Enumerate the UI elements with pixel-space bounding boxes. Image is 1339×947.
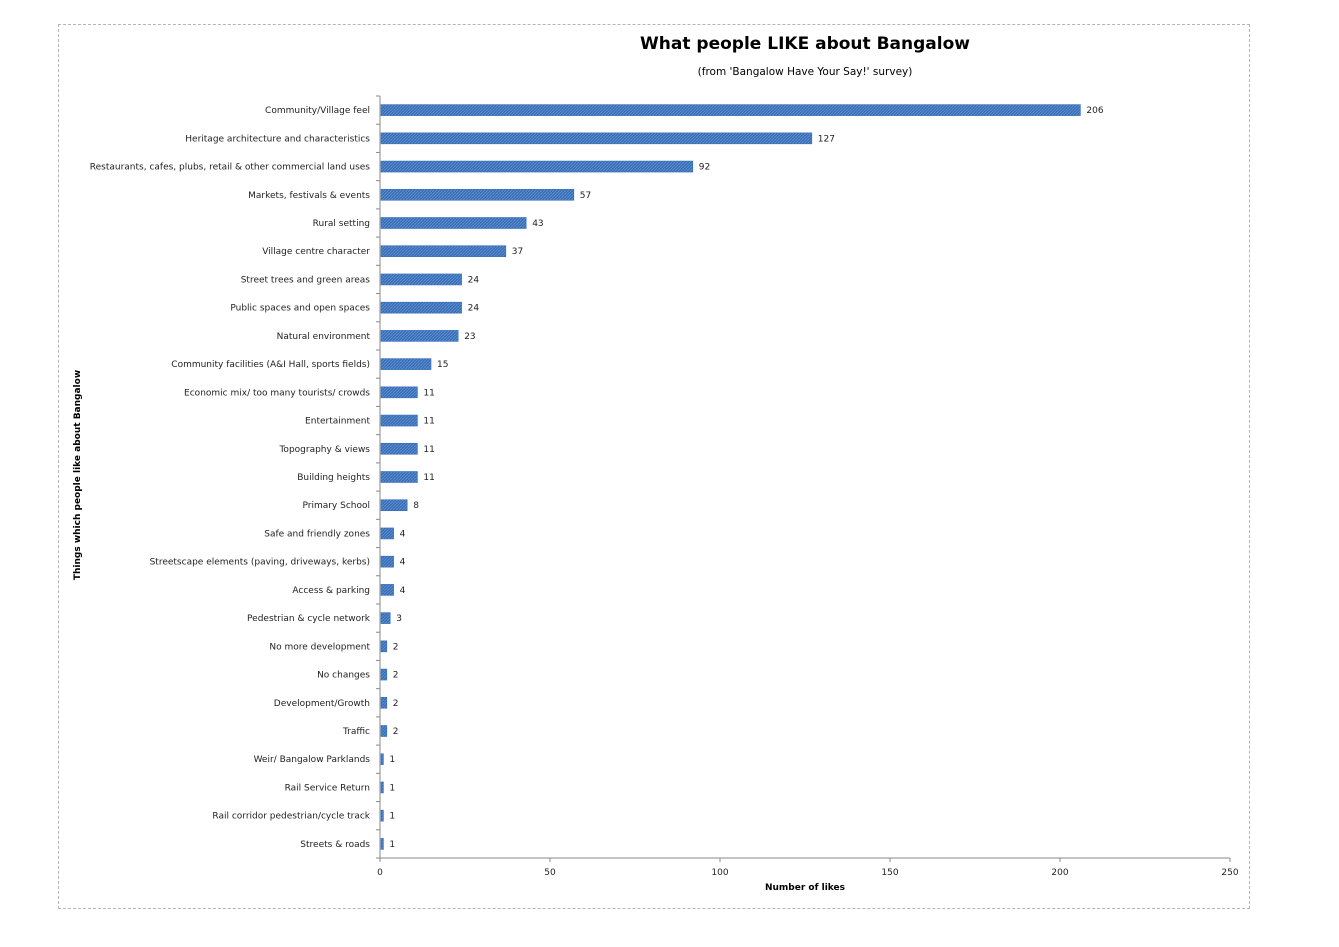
data-label: 15 [437, 360, 448, 370]
data-label: 4 [400, 558, 406, 568]
data-label: 11 [423, 445, 434, 455]
x-tick-label: 250 [1221, 868, 1238, 878]
category-label: Natural environment [277, 332, 371, 342]
bar [380, 471, 418, 483]
data-label: 1 [389, 840, 395, 850]
category-label: Weir/ Bangalow Parklands [254, 755, 371, 765]
data-label: 11 [423, 388, 434, 398]
category-label: Pedestrian & cycle network [247, 614, 371, 624]
data-label: 1 [389, 812, 395, 822]
data-label: 2 [393, 642, 399, 652]
data-label: 206 [1086, 106, 1103, 116]
category-label: Restaurants, cafes, plubs, retail & othe… [90, 163, 371, 173]
chart-subtitle: (from 'Bangalow Have Your Say!' survey) [697, 66, 913, 78]
x-axis-label: Number of likes [764, 883, 846, 893]
bar [380, 809, 384, 822]
category-label: No changes [317, 671, 370, 681]
category-label: Streetscape elements (paving, driveways,… [150, 558, 370, 568]
data-label: 92 [699, 163, 710, 173]
bar [380, 414, 418, 427]
bar [380, 160, 694, 173]
data-label: 1 [389, 755, 395, 765]
bar [380, 188, 575, 201]
bar [380, 499, 408, 512]
x-tick-label: 0 [377, 868, 383, 878]
bar [380, 132, 813, 145]
category-label: Village centre character [262, 247, 370, 257]
category-label: Streets & roads [300, 840, 370, 850]
data-label: 24 [468, 275, 480, 285]
bar [380, 640, 388, 653]
bar [380, 245, 507, 258]
category-label: No more development [269, 642, 370, 652]
category-label: Rail Service Return [285, 783, 370, 793]
data-label: 4 [400, 529, 406, 539]
bar [380, 104, 1081, 116]
data-label: 2 [393, 699, 399, 709]
x-tick-label: 100 [711, 868, 728, 878]
data-label: 24 [468, 304, 480, 314]
bar [380, 330, 459, 342]
x-tick-label: 150 [881, 868, 898, 878]
data-label: 4 [400, 586, 406, 596]
chart-frame [58, 24, 1250, 909]
category-label: Rail corridor pedestrian/cycle track [212, 812, 370, 822]
category-label: Markets, festivals & events [248, 191, 370, 201]
category-label: Community facilities (A&I Hall, sports f… [171, 360, 370, 370]
data-label: 37 [512, 247, 523, 257]
category-label: Development/Growth [274, 699, 370, 709]
data-label: 11 [423, 473, 434, 483]
category-label: Economic mix/ too many tourists/ crowds [184, 388, 370, 398]
bar [380, 725, 388, 737]
category-label: Street trees and green areas [241, 275, 371, 285]
category-label: Safe and friendly zones [264, 529, 370, 539]
bar [380, 527, 394, 540]
bar [380, 696, 388, 709]
bar [380, 358, 432, 370]
bar [380, 442, 418, 455]
category-label: Community/Village feel [265, 106, 370, 116]
category-label: Building heights [297, 473, 370, 483]
data-label: 11 [423, 417, 434, 427]
chart-title: What people LIKE about Bangalow [640, 34, 970, 54]
category-label: Heritage architecture and characteristic… [185, 134, 370, 144]
bar [380, 753, 384, 766]
x-tick-label: 50 [544, 868, 556, 878]
bar [380, 668, 388, 681]
category-label: Entertainment [305, 417, 370, 427]
category-label: Topography & views [278, 445, 370, 455]
data-label: 1 [389, 783, 395, 793]
data-label: 57 [580, 191, 591, 201]
data-label: 8 [413, 501, 419, 511]
bar [380, 301, 462, 314]
data-label: 43 [532, 219, 543, 229]
data-label: 2 [393, 727, 399, 737]
bar [380, 612, 391, 624]
bar [380, 217, 527, 229]
data-label: 2 [393, 671, 399, 681]
category-label: Public spaces and open spaces [230, 304, 370, 314]
data-label: 3 [396, 614, 402, 624]
data-label: 23 [464, 332, 475, 342]
bar [380, 555, 394, 568]
bar [380, 386, 418, 399]
bar [380, 273, 462, 286]
category-label: Rural setting [313, 219, 370, 229]
bar [380, 781, 384, 794]
data-label: 127 [818, 134, 835, 144]
category-label: Primary School [302, 501, 370, 511]
bar [380, 838, 384, 850]
category-label: Traffic [342, 727, 370, 737]
category-label: Access & parking [292, 586, 370, 596]
bar [380, 584, 394, 596]
x-tick-label: 200 [1051, 868, 1068, 878]
